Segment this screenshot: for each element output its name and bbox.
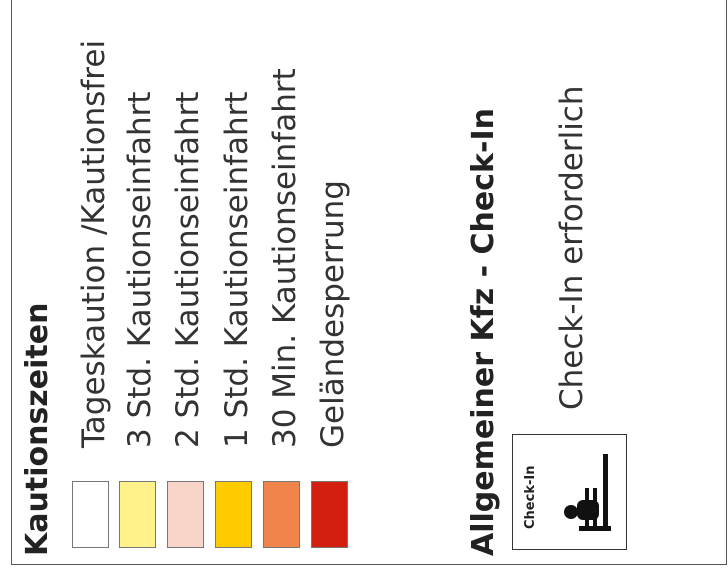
- kaution-item-label-4: 30 Min. Kautionseinfahrt: [267, 68, 303, 448]
- kaution-item-label-1: 3 Std. Kautionseinfahrt: [122, 91, 158, 448]
- kaution-item-label-0: Tageskaution /Kautionsfrei: [76, 39, 112, 448]
- kaution-item-label-3: 1 Std. Kautionseinfahrt: [219, 91, 255, 448]
- checkin-subtitle: Check-In erforderlich: [554, 85, 590, 410]
- checkin-heading: Allgemeiner Kfz - Check-In: [466, 108, 501, 556]
- checkin-icon-label: Check-In: [523, 465, 538, 529]
- kaution-swatch-0: [72, 481, 109, 548]
- kaution-swatch-1: [119, 481, 156, 548]
- kaution-item-label-2: 2 Std. Kautionseinfahrt: [170, 91, 206, 448]
- person-at-desk-icon: [564, 454, 611, 531]
- kaution-swatch-3: [215, 481, 252, 548]
- kaution-swatch-2: [167, 481, 204, 548]
- kaution-swatch-4: [263, 481, 300, 548]
- kaution-swatch-5: [311, 481, 348, 548]
- legend-frame: [11, 0, 727, 565]
- kaution-heading: Kautionszeiten: [20, 302, 55, 556]
- kaution-item-label-5: Geländesperrung: [315, 180, 351, 448]
